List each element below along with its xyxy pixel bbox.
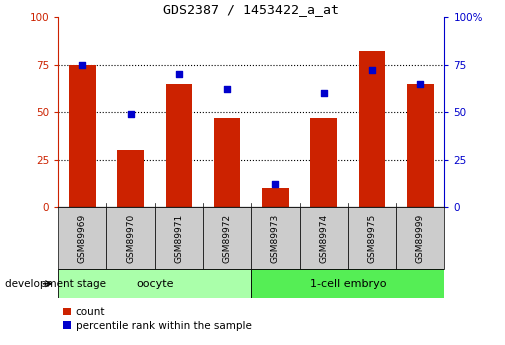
- Bar: [262, 188, 289, 207]
- Text: GSM89999: GSM89999: [416, 214, 425, 263]
- Bar: [214, 118, 240, 207]
- Bar: [69, 65, 95, 207]
- Point: [78, 62, 86, 68]
- Text: GSM89971: GSM89971: [174, 214, 183, 263]
- Bar: [348, 207, 396, 269]
- Bar: [311, 118, 337, 207]
- Text: 1-cell embryo: 1-cell embryo: [310, 279, 386, 289]
- Bar: [58, 207, 107, 269]
- Bar: [251, 207, 299, 269]
- Text: oocyte: oocyte: [136, 279, 173, 289]
- Point: [416, 81, 424, 87]
- Bar: [251, 269, 444, 298]
- Point: [320, 90, 328, 96]
- Text: GSM89969: GSM89969: [78, 214, 87, 263]
- Point: [126, 111, 134, 117]
- Text: GSM89970: GSM89970: [126, 214, 135, 263]
- Bar: [117, 150, 144, 207]
- Bar: [407, 84, 433, 207]
- Bar: [299, 207, 348, 269]
- Bar: [396, 207, 444, 269]
- Point: [368, 68, 376, 73]
- Text: development stage: development stage: [5, 279, 106, 289]
- Title: GDS2387 / 1453422_a_at: GDS2387 / 1453422_a_at: [163, 3, 339, 16]
- Point: [223, 87, 231, 92]
- Text: GSM89974: GSM89974: [319, 214, 328, 263]
- Bar: [107, 207, 155, 269]
- Point: [271, 181, 279, 187]
- Text: GSM89975: GSM89975: [368, 214, 376, 263]
- Text: GSM89973: GSM89973: [271, 214, 280, 263]
- Bar: [359, 51, 385, 207]
- Bar: [155, 207, 203, 269]
- Bar: [166, 84, 192, 207]
- Bar: [58, 269, 251, 298]
- Bar: [203, 207, 251, 269]
- Point: [175, 71, 183, 77]
- Text: GSM89972: GSM89972: [223, 214, 232, 263]
- Legend: count, percentile rank within the sample: count, percentile rank within the sample: [63, 307, 251, 331]
